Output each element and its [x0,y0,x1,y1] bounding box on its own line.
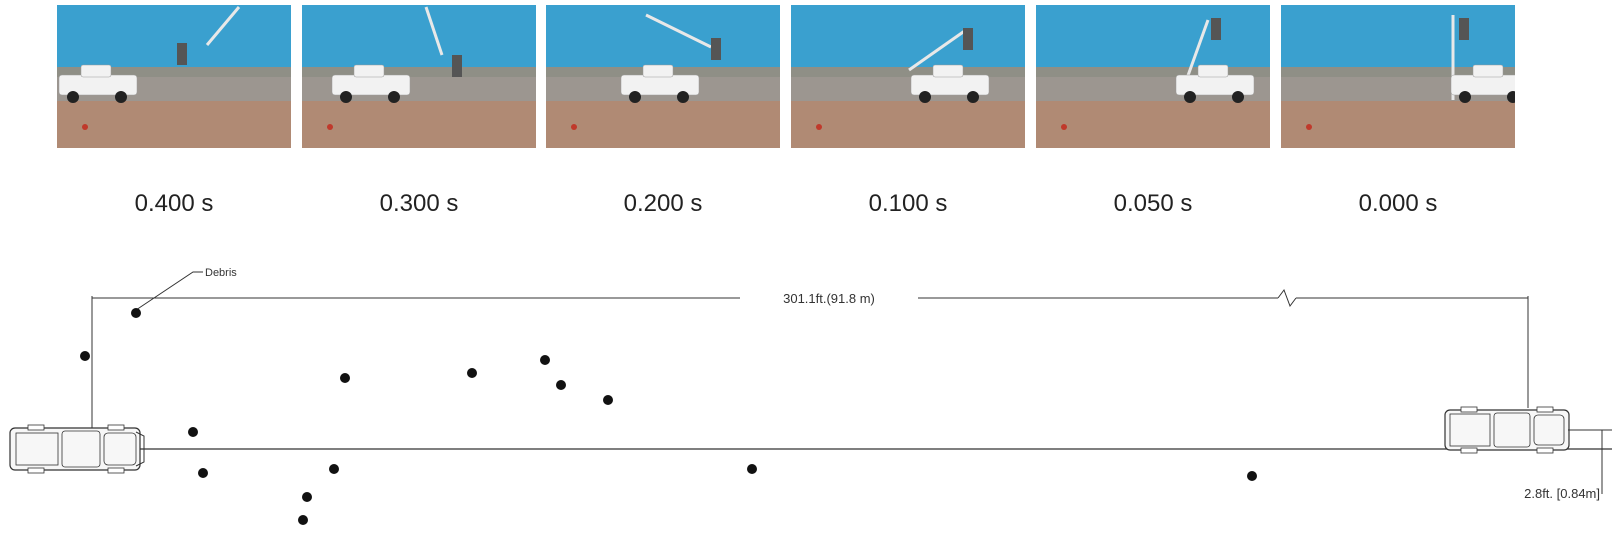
debris-dot [302,492,312,502]
photo-sequence: 0.400 s 0.300 s 0.200 s 0.100 s 0.050 s … [0,0,1612,240]
photo-illustration [1036,5,1270,148]
debris-dot [298,515,308,525]
debris-dot [198,468,208,478]
debris-dot [540,355,550,365]
offset-label: 2.8ft. [0.84m] [1524,486,1600,501]
frame-photo-1 [57,5,291,148]
frame-time-5: 0.050 s [1113,190,1193,217]
frame-photo-5 [1036,5,1270,148]
frame-photo-6 [1281,5,1515,148]
frame-photo-3 [546,5,780,148]
photo-illustration [1281,5,1515,148]
break-symbol [1277,288,1297,308]
frame-time-2: 0.300 s [379,190,459,217]
frame-time-4: 0.100 s [868,190,948,217]
frame-photo-4 [791,5,1025,148]
truck-final-position [9,424,145,474]
debris-dot [131,308,141,318]
debris-dot [467,368,477,378]
debris-label: Debris [205,267,237,279]
debris-dot [603,395,613,405]
debris-dot [188,427,198,437]
debris-dots [80,308,1257,525]
debris-dot [329,464,339,474]
debris-leader [135,271,203,311]
offset-dimension: 2.8ft. [0.84m] [1524,429,1612,501]
distance-dimension: 301.1ft.(91.8 m) [91,288,1529,432]
debris-dot [1247,471,1257,481]
frame-time-6: 0.000 s [1358,190,1438,217]
photo-illustration [791,5,1025,148]
distance-label: 301.1ft.(91.8 m) [783,291,875,306]
crash-plan-diagram: 301.1ft.(91.8 m) Debris 2.8ft. [0.84m] [9,267,1612,525]
debris-callout: Debris [135,267,237,311]
photo-illustration [57,5,291,148]
debris-dot [80,351,90,361]
truck-start-position [1444,406,1570,454]
photo-illustration [546,5,780,148]
debris-dot [556,380,566,390]
frame-time-1: 0.400 s [134,190,214,217]
frame-photo-2 [302,5,536,148]
frame-time-3: 0.200 s [623,190,703,217]
photo-illustration [302,5,536,148]
debris-dot [340,373,350,383]
debris-dot [747,464,757,474]
